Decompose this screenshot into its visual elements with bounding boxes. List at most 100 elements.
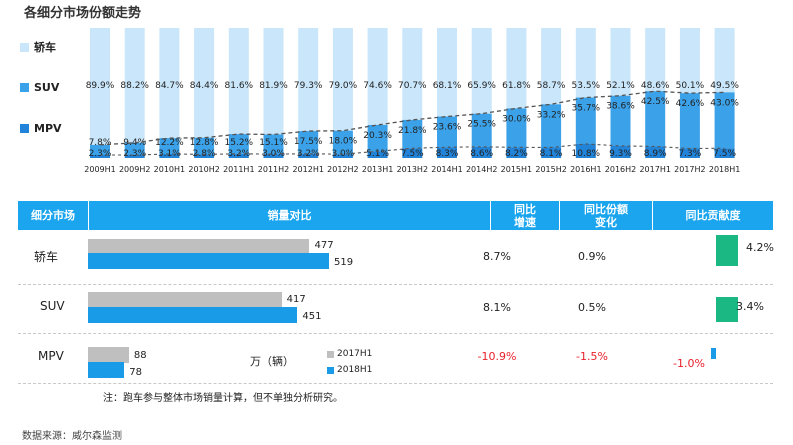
x-tick-label: 2010H2 <box>188 165 219 174</box>
data-label-mpv: 9.3% <box>609 149 632 159</box>
bar-sedan <box>228 28 249 135</box>
bar-suv <box>575 97 596 144</box>
data-label-sedan: 84.7% <box>155 81 184 91</box>
bar-suv <box>367 124 388 152</box>
bar-suv <box>402 119 423 149</box>
volume-bar-2017-mpv <box>88 347 129 363</box>
bar-sedan <box>575 28 596 98</box>
bar-mpv <box>437 147 457 158</box>
data-label-sedan: 61.8% <box>502 81 531 91</box>
bar-sedan <box>332 28 353 131</box>
bar-mpv <box>263 154 284 158</box>
data-label-suv: 15.1% <box>259 138 288 148</box>
bar-mpv <box>194 154 215 158</box>
data-label-sedan: 81.9% <box>259 81 288 91</box>
bar-mpv <box>610 145 631 158</box>
data-label-suv: 17.5% <box>294 137 323 147</box>
header-divider <box>652 201 653 230</box>
bar-mpv <box>714 148 735 158</box>
bar-sedan <box>90 28 110 145</box>
x-tick-label: 2011H1 <box>223 165 254 174</box>
volume-bar-2018-sedan <box>88 253 329 269</box>
data-label-suv: 42.6% <box>676 99 705 109</box>
data-label-suv: 15.2% <box>225 138 254 148</box>
data-label-suv: 9.4% <box>123 138 146 148</box>
bar-sedan <box>437 28 457 117</box>
growth-mpv: -10.9% <box>477 350 517 363</box>
bar-sedan <box>541 28 562 105</box>
data-label-sedan: 81.6% <box>225 81 254 91</box>
bar-suv <box>159 138 180 154</box>
x-tick-label: 2012H1 <box>292 165 323 174</box>
data-label-suv: 7.8% <box>89 138 112 148</box>
x-tick-label: 2013H2 <box>397 165 428 174</box>
bar-sedan <box>159 28 180 139</box>
bar-mpv <box>367 151 388 158</box>
legend-label-mpv: MPV <box>34 122 62 135</box>
data-label-sedan: 88.2% <box>120 81 149 91</box>
data-label-sedan: 50.1% <box>676 81 705 91</box>
data-label-suv: 35.7% <box>572 104 601 114</box>
table-legend-2017: 2017H1 <box>327 349 372 359</box>
legend-sedan: 轿车 <box>20 39 56 55</box>
footnote: 注：跑车参与整体市场销量计算，但不单独分析研究。 <box>103 393 343 404</box>
bar-suv <box>679 93 700 149</box>
data-label-suv: 25.5% <box>467 120 496 130</box>
bar-suv <box>437 116 457 148</box>
contribution-value-sedan: 4.2% <box>746 241 774 254</box>
data-label-suv: 38.6% <box>606 102 635 112</box>
bar-sedan <box>645 28 666 92</box>
header-share-line2: 变化 <box>595 215 617 229</box>
volume-bar-2017-sedan <box>88 239 310 255</box>
trend-line-mpv <box>100 143 725 156</box>
header-segment: 细分市场 <box>31 209 75 222</box>
volume-value-2018-suv: 451 <box>302 311 322 322</box>
data-label-sedan: 49.5% <box>710 81 739 91</box>
contribution-value-mpv: -1.0% <box>673 357 705 370</box>
x-tick-label: 2010H1 <box>154 165 185 174</box>
volume-value-2017-mpv: 88 <box>133 350 147 361</box>
bar-sedan <box>402 28 423 120</box>
volume-value-2018-sedan: 519 <box>334 257 354 268</box>
x-tick-label: 2014H1 <box>431 165 462 174</box>
share-trend-chart: 89.9%7.8%2.3%2009H188.2%9.4%2.3%2009H284… <box>84 28 740 174</box>
row-divider <box>18 383 773 384</box>
segment-label-mpv: MPV <box>38 349 64 363</box>
data-label-suv: 43.0% <box>710 98 739 108</box>
header-share-line1: 同比份额 <box>584 202 628 216</box>
header-volume: 销量对比 <box>267 209 312 222</box>
data-source: 数据来源：威尔森监测 <box>22 431 122 442</box>
bar-mpv <box>332 154 353 158</box>
bar-suv <box>714 92 735 149</box>
data-label-sedan: 58.7% <box>537 81 566 91</box>
bar-sedan <box>194 28 215 138</box>
data-label-sedan: 84.4% <box>190 81 219 91</box>
data-label-sedan: 79.3% <box>294 81 323 91</box>
data-label-suv: 20.3% <box>363 131 392 141</box>
data-label-suv: 30.0% <box>502 114 531 124</box>
row-divider <box>18 284 773 285</box>
data-label-mpv: 8.3% <box>436 149 459 159</box>
growth-suv: 8.1% <box>483 301 511 314</box>
x-tick-label: 2017H2 <box>674 165 705 174</box>
bar-mpv <box>228 153 249 158</box>
data-label-mpv: 7.5% <box>713 149 736 159</box>
bar-mpv <box>575 143 596 158</box>
data-label-suv: 23.6% <box>433 123 462 133</box>
bar-sedan <box>610 28 631 96</box>
data-label-mpv: 8.2% <box>505 149 528 159</box>
data-label-suv: 18.0% <box>329 137 358 147</box>
header-growth-line2: 增速 <box>514 215 536 229</box>
table-legend-label-2017: 2017H1 <box>337 349 373 359</box>
volume-value-2017-suv: 417 <box>286 294 306 305</box>
bar-sedan <box>471 28 492 114</box>
legend-suv: SUV <box>20 81 59 94</box>
data-label-mpv: 2.3% <box>89 149 112 159</box>
bar-mpv <box>159 153 180 158</box>
data-label-sedan: 70.7% <box>398 81 427 91</box>
bar-mpv <box>471 146 492 158</box>
volume-bar-2018-mpv <box>88 362 125 378</box>
bar-suv <box>298 131 319 154</box>
x-tick-label: 2013H1 <box>362 165 393 174</box>
bar-mpv <box>124 155 145 158</box>
